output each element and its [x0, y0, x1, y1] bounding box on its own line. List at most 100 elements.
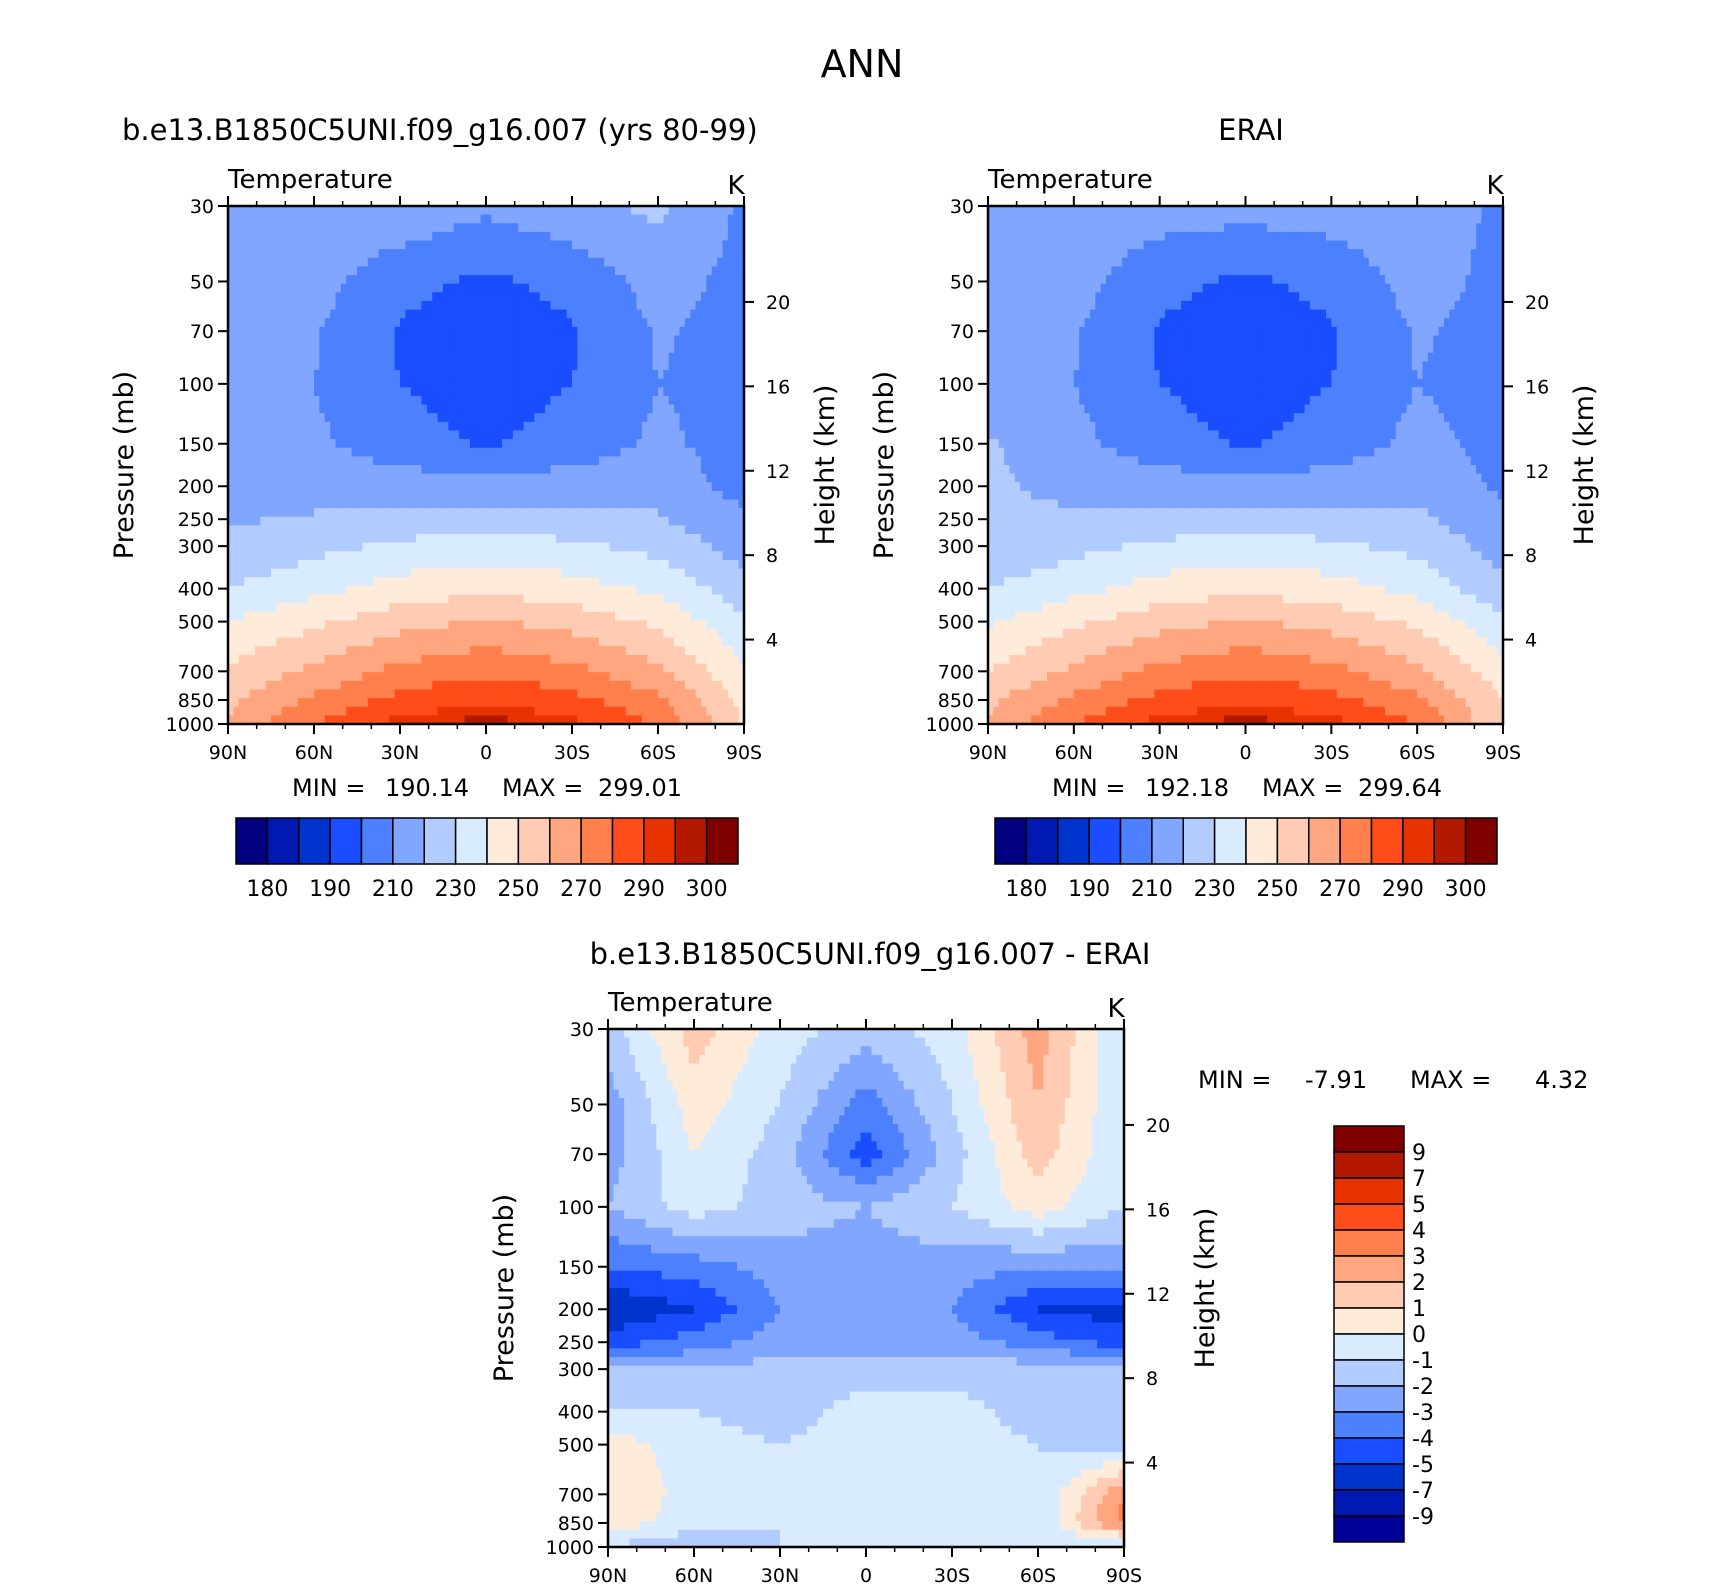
- model-cell: [609, 223, 616, 233]
- model-cell: [711, 482, 718, 492]
- model-cell: [405, 292, 412, 302]
- model-cell: [722, 292, 729, 302]
- model-cell: [636, 611, 643, 621]
- model-cell: [539, 594, 546, 604]
- model-cell: [641, 249, 648, 259]
- model-cell: [647, 387, 654, 397]
- model-cell: [523, 594, 530, 604]
- model-cell: [373, 568, 380, 578]
- model-cell: [658, 603, 664, 613]
- model-cell: [233, 594, 240, 604]
- model-cell: [416, 300, 423, 311]
- model-cell: [486, 465, 492, 475]
- model-cell: [507, 542, 514, 552]
- model-cell: [534, 266, 541, 276]
- model-cell: [324, 283, 331, 293]
- model-cell: [389, 223, 396, 233]
- model-cell: [572, 577, 578, 587]
- model-cell: [539, 266, 546, 276]
- model-cell: [690, 223, 697, 233]
- model-cell: [658, 465, 664, 475]
- model-cell: [690, 611, 697, 621]
- model-cell: [534, 240, 541, 250]
- model-cell: [631, 352, 638, 362]
- model-cell: [421, 275, 428, 285]
- model-cell: [701, 439, 707, 449]
- model-cell: [641, 430, 648, 440]
- model-cell: [469, 292, 476, 302]
- model-cell: [249, 551, 256, 561]
- model-cell: [346, 525, 353, 535]
- model-cell: [636, 568, 643, 578]
- model-cell: [582, 490, 589, 501]
- model-cell: [276, 559, 283, 570]
- model-cell: [647, 413, 654, 423]
- model-cell: [276, 482, 283, 492]
- model-cell: [625, 646, 632, 656]
- model-cell: [727, 551, 734, 561]
- model-cell: [561, 542, 568, 552]
- model-cell: [426, 257, 433, 268]
- model-cell: [297, 525, 304, 535]
- model-cell: [625, 430, 632, 440]
- model-cell: [233, 352, 240, 362]
- model-cell: [598, 525, 605, 535]
- model-cell: [400, 378, 406, 388]
- model-cell: [529, 482, 535, 492]
- model-cell: [469, 465, 476, 475]
- model-cell: [335, 404, 342, 414]
- model-cell: [695, 335, 702, 345]
- model-cell: [254, 266, 261, 276]
- model-cell: [502, 240, 509, 250]
- model-cell: [486, 620, 492, 630]
- model-cell: [394, 275, 401, 285]
- model-cell: [717, 585, 724, 596]
- model-cell: [647, 542, 654, 552]
- model-cell: [620, 585, 627, 596]
- model-cell: [539, 404, 546, 414]
- model-cell: [647, 257, 654, 268]
- model-cell: [281, 249, 288, 259]
- model-cell: [572, 352, 578, 362]
- model-cell: [324, 413, 331, 423]
- model-cell: [416, 318, 423, 328]
- model-cell: [706, 629, 713, 639]
- model-cell: [555, 482, 562, 492]
- model-cell: [566, 335, 573, 345]
- model-cell: [727, 577, 734, 587]
- model-cell: [303, 611, 310, 621]
- model-cell: [394, 542, 401, 552]
- model-cell: [684, 283, 691, 293]
- model-cell: [308, 275, 315, 285]
- model-cell: [722, 309, 729, 319]
- model-cell: [582, 413, 589, 423]
- model-cell: [706, 456, 713, 466]
- model-cell: [469, 309, 476, 319]
- model-cell: [604, 585, 611, 596]
- model-cell: [604, 249, 611, 259]
- model-cell: [394, 568, 401, 578]
- model-cell: [459, 275, 466, 285]
- model-cell: [238, 629, 245, 639]
- model-cell: [480, 490, 487, 501]
- model-field: [228, 206, 745, 725]
- model-cell: [615, 370, 621, 380]
- model-cell: [641, 361, 648, 371]
- model-cell: [405, 534, 412, 544]
- model-cell: [437, 352, 444, 362]
- model-cell: [518, 318, 525, 328]
- model-cell: [733, 378, 740, 388]
- model-cell: [534, 447, 541, 457]
- model-cell: [459, 413, 466, 423]
- model-cell: [276, 300, 283, 311]
- model-cell: [727, 240, 734, 250]
- model-cell: [636, 231, 643, 242]
- model-cell: [254, 318, 261, 328]
- model-cell: [572, 542, 578, 552]
- model-cell: [437, 551, 444, 561]
- model-cell: [577, 465, 584, 475]
- model-cell: [249, 335, 256, 345]
- model-cell: [620, 508, 627, 518]
- model-cell: [287, 292, 294, 302]
- model-cell: [330, 370, 337, 380]
